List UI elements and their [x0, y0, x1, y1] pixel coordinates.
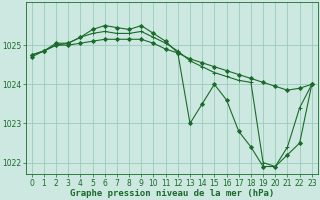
X-axis label: Graphe pression niveau de la mer (hPa): Graphe pression niveau de la mer (hPa) — [69, 189, 274, 198]
